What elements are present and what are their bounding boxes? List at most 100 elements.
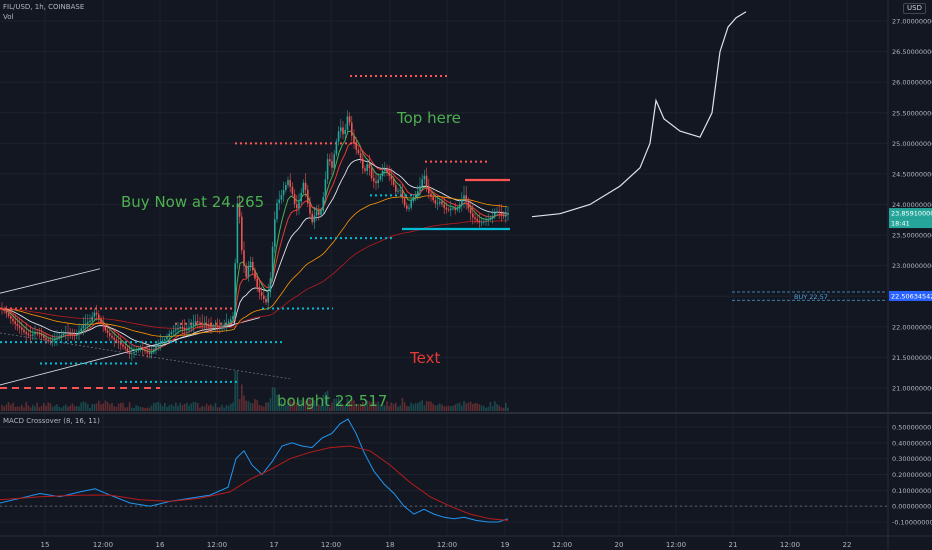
volume-bar bbox=[71, 403, 74, 411]
time-tick-label: 22 bbox=[843, 541, 852, 549]
candle-body bbox=[461, 200, 463, 206]
volume-bar bbox=[249, 402, 252, 411]
volume-bar bbox=[210, 404, 212, 411]
candle-body bbox=[120, 342, 122, 345]
volume-bar bbox=[348, 401, 351, 411]
candle-body bbox=[7, 313, 10, 316]
volume-bar bbox=[133, 407, 135, 411]
macd-tick-label: 0.10000000 bbox=[892, 487, 931, 495]
macd-legend[interactable]: MACD Crossover (8, 16, 11) bbox=[3, 417, 100, 425]
candle-body bbox=[40, 334, 43, 336]
annotation-bought[interactable]: bought 22.517 bbox=[277, 392, 388, 410]
volume-bar bbox=[406, 405, 408, 411]
candle-body bbox=[232, 316, 234, 320]
candle-body bbox=[236, 203, 239, 264]
candle-body bbox=[469, 208, 472, 214]
volume-bar bbox=[102, 403, 104, 411]
candle-body bbox=[54, 339, 56, 341]
candle-body bbox=[183, 328, 186, 330]
volume-bar bbox=[307, 398, 309, 411]
candle-body bbox=[51, 340, 54, 342]
volume-legend[interactable]: Vol bbox=[3, 13, 14, 21]
volume-bar bbox=[146, 407, 148, 411]
volume-bar bbox=[326, 390, 329, 411]
volume-bar bbox=[197, 403, 199, 411]
candle-body bbox=[124, 346, 126, 349]
volume-bar bbox=[29, 407, 32, 411]
volume-bar bbox=[375, 403, 377, 411]
ma-slow bbox=[0, 195, 508, 337]
candle-body bbox=[458, 205, 461, 209]
volume-bar bbox=[161, 405, 164, 411]
last-price-tag: 23.85910000 bbox=[891, 210, 932, 218]
symbol-line[interactable]: FIL/USD, 1h, COINBASE bbox=[3, 3, 85, 11]
candle-body bbox=[234, 263, 236, 317]
volume-bar bbox=[18, 406, 21, 411]
volume-bar bbox=[95, 403, 98, 411]
volume-bar bbox=[329, 407, 331, 411]
candle-body bbox=[340, 127, 342, 132]
macd-axis[interactable]: 0.50000000 0.40000000 0.30000000 0.20000000… bbox=[892, 424, 932, 527]
volume-bar bbox=[21, 404, 23, 411]
volume-bar bbox=[414, 402, 417, 411]
volume-bar bbox=[82, 401, 85, 411]
volume-bar bbox=[223, 407, 225, 411]
volume-bar bbox=[364, 405, 366, 411]
candle-body bbox=[366, 164, 368, 171]
candle-body bbox=[175, 329, 177, 331]
candle-body bbox=[443, 204, 445, 208]
price-tags: BUY 22.57 23.85910000 18:41 22.50634542 bbox=[732, 208, 932, 301]
candle-body bbox=[397, 190, 399, 192]
candle-body bbox=[186, 328, 188, 330]
volume-bar bbox=[120, 402, 122, 411]
annotation-buy-now[interactable]: Buy Now at 24.265 bbox=[121, 193, 265, 211]
price-axis[interactable]: 27.00000000 26.50000000 26.00000000 25.5000… bbox=[887, 0, 932, 550]
volume-bar bbox=[87, 404, 89, 411]
candle-body bbox=[5, 311, 8, 314]
volume-bar bbox=[38, 407, 41, 411]
candle-body bbox=[463, 195, 465, 201]
candle-body bbox=[197, 321, 199, 323]
candle-body bbox=[335, 141, 338, 155]
volume-bar bbox=[144, 408, 146, 411]
volume-bar bbox=[181, 405, 184, 411]
volume-bar bbox=[304, 400, 307, 411]
volume-bar bbox=[243, 395, 245, 411]
candle-body bbox=[278, 199, 280, 203]
forecast-path bbox=[531, 11, 747, 218]
volume-bar bbox=[296, 402, 298, 411]
candle-body bbox=[82, 325, 85, 329]
candle-body bbox=[192, 322, 195, 326]
time-axis[interactable]: 15 12:00 16 12:00 17 12:00 18 12:00 19 12:00 20 12:… bbox=[0, 535, 932, 549]
time-tick-label: 12:00 bbox=[93, 541, 113, 549]
order-label: BUY 22.57 bbox=[794, 293, 828, 301]
volume-bar bbox=[291, 402, 294, 411]
candle-body bbox=[128, 351, 131, 354]
volume-bar bbox=[104, 400, 107, 411]
candle-body bbox=[256, 278, 258, 288]
volume-bar bbox=[43, 402, 45, 411]
candle-body bbox=[263, 295, 265, 300]
candle-body bbox=[47, 339, 49, 342]
candle-body bbox=[359, 153, 362, 159]
volume-bar bbox=[203, 406, 206, 411]
volume-bar bbox=[219, 407, 221, 411]
volume-bar bbox=[366, 400, 368, 411]
volume-bar bbox=[126, 407, 129, 411]
candle-body bbox=[478, 220, 481, 223]
volume-bar bbox=[32, 404, 34, 411]
candle-body bbox=[102, 322, 104, 327]
candle-body bbox=[507, 213, 509, 216]
ma-fast bbox=[0, 130, 508, 353]
annotation-text[interactable]: Text bbox=[410, 349, 441, 367]
candle-body bbox=[298, 201, 300, 209]
annotation-top-here[interactable]: Top here bbox=[397, 109, 461, 127]
volume-bar bbox=[175, 402, 177, 411]
volume-bar bbox=[58, 406, 60, 411]
volume-bar bbox=[355, 404, 357, 411]
volume-bar bbox=[40, 405, 43, 411]
currency-badge[interactable]: USD bbox=[903, 3, 926, 14]
time-tick-label: 12:00 bbox=[666, 541, 686, 549]
countdown-tag: 18:41 bbox=[891, 220, 910, 228]
